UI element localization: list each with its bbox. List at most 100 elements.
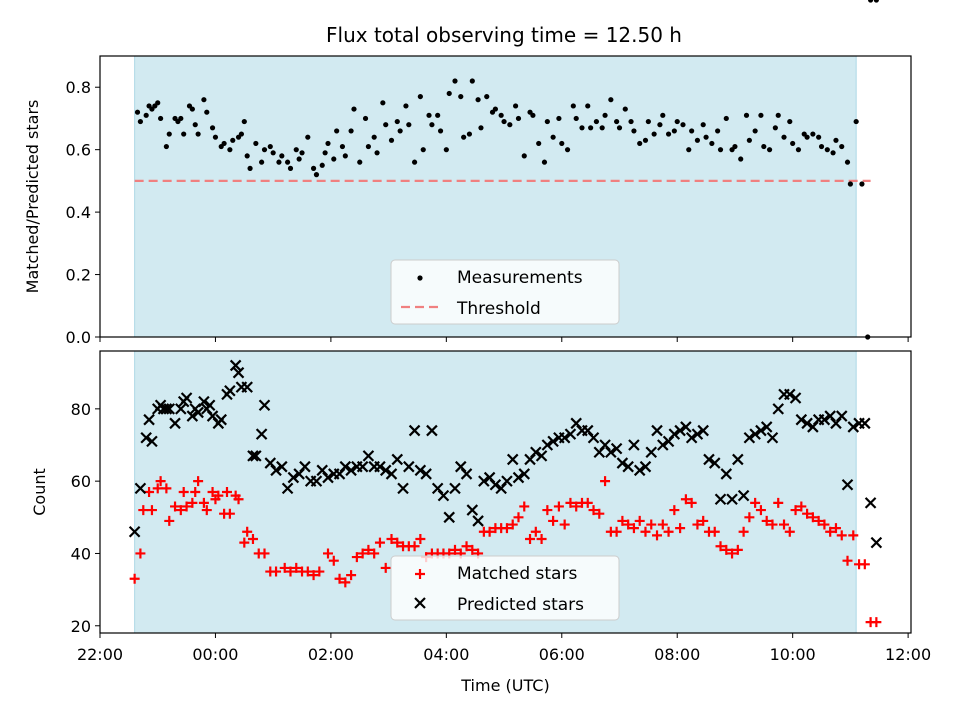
x-tick-label: 00:00 xyxy=(192,645,238,664)
predicted-point xyxy=(143,413,155,426)
predicted-point xyxy=(449,482,461,495)
predicted-point xyxy=(489,478,502,491)
measurement-point xyxy=(599,125,605,131)
measurement-point xyxy=(435,112,441,118)
predicted-point xyxy=(215,413,227,426)
measurement-point xyxy=(824,147,830,153)
measurement-point xyxy=(513,103,519,109)
measurement-point xyxy=(209,125,216,131)
matched-point xyxy=(285,566,296,577)
matched-point xyxy=(767,519,778,530)
measurement-point xyxy=(276,159,282,165)
matched-point xyxy=(825,526,836,537)
measurement-point xyxy=(867,0,874,3)
predicted-point xyxy=(426,424,438,437)
measurement-point xyxy=(319,162,325,168)
measurement-point xyxy=(818,143,825,150)
measurement-point xyxy=(374,150,380,156)
measurement-point xyxy=(544,118,550,125)
matched-point xyxy=(536,534,547,544)
measurement-point xyxy=(515,115,522,122)
measurement-point xyxy=(238,131,245,137)
predicted-point xyxy=(726,493,738,506)
measurement-point xyxy=(241,118,247,125)
measurement-point xyxy=(204,109,210,115)
legend-measurements-label: Measurements xyxy=(457,268,583,288)
measurement-point xyxy=(296,156,302,162)
measurement-point xyxy=(426,112,432,118)
measurement-point xyxy=(651,131,657,137)
matched-point xyxy=(409,541,420,552)
measurement-point xyxy=(446,90,452,97)
measurement-point xyxy=(313,172,320,178)
predicted-point xyxy=(345,464,357,477)
predicted-point xyxy=(322,471,334,484)
predicted-point xyxy=(160,403,173,415)
measurement-point xyxy=(810,131,816,137)
matched-point xyxy=(738,526,749,537)
measurement-point xyxy=(530,112,536,118)
predicted-point xyxy=(518,468,531,480)
measurement-point xyxy=(746,137,752,143)
predicted-point xyxy=(391,453,404,466)
predicted-point xyxy=(232,366,245,379)
measurement-point xyxy=(134,109,141,115)
legend-matched-marker xyxy=(415,569,425,579)
matched-point xyxy=(161,483,172,494)
measurement-point xyxy=(536,140,542,147)
measurement-point xyxy=(616,125,623,131)
measurement-point xyxy=(657,122,663,128)
legend: Matched stars Predicted stars xyxy=(390,555,620,621)
measurement-point xyxy=(686,147,692,153)
predicted-point xyxy=(784,388,796,401)
measurement-point xyxy=(637,140,643,147)
predicted-point xyxy=(169,417,181,430)
plot-frame xyxy=(99,350,912,634)
measurement-point xyxy=(674,118,680,125)
measurement-point xyxy=(787,118,793,125)
measurement-point xyxy=(671,128,677,134)
measurement-point xyxy=(700,122,706,128)
predicted-point xyxy=(668,428,681,440)
measurement-point xyxy=(631,128,637,134)
matched-point xyxy=(686,497,697,508)
predicted-point xyxy=(587,431,600,444)
measurement-point xyxy=(772,125,778,131)
measurement-point xyxy=(593,118,600,125)
matched-point xyxy=(129,573,140,584)
predicted-point xyxy=(847,421,860,433)
measurement-point xyxy=(383,122,389,128)
matched-point xyxy=(652,530,663,541)
measurement-point xyxy=(833,137,839,143)
measurement-point xyxy=(195,131,201,137)
measurement-point xyxy=(475,97,481,103)
measurement-point xyxy=(458,93,464,100)
predicted-point xyxy=(134,482,147,495)
matched-point xyxy=(357,548,368,559)
predicted-point xyxy=(478,475,490,487)
matched-point xyxy=(449,544,460,555)
matched-point xyxy=(669,505,680,516)
measurement-point xyxy=(166,131,172,137)
measurement-point xyxy=(201,97,207,103)
predicted-point xyxy=(379,464,392,477)
matched-point xyxy=(213,490,224,501)
matched-point xyxy=(484,526,495,537)
measurement-point xyxy=(334,128,340,134)
matched-point xyxy=(698,515,709,526)
matched-point xyxy=(744,512,755,523)
measurement-point xyxy=(461,134,467,140)
matched-point xyxy=(617,515,628,526)
measurement-point xyxy=(212,134,219,140)
measurement-point xyxy=(614,118,620,125)
measurement-point xyxy=(357,159,363,165)
measurement-point xyxy=(163,143,169,150)
predicted-point xyxy=(192,406,204,419)
matched-point xyxy=(247,534,258,544)
matched-point xyxy=(784,526,795,537)
matched-point xyxy=(530,526,541,537)
legend-box xyxy=(390,555,620,621)
matched-point xyxy=(871,617,882,628)
measurement-point xyxy=(839,143,845,150)
measurement-point xyxy=(299,150,305,156)
